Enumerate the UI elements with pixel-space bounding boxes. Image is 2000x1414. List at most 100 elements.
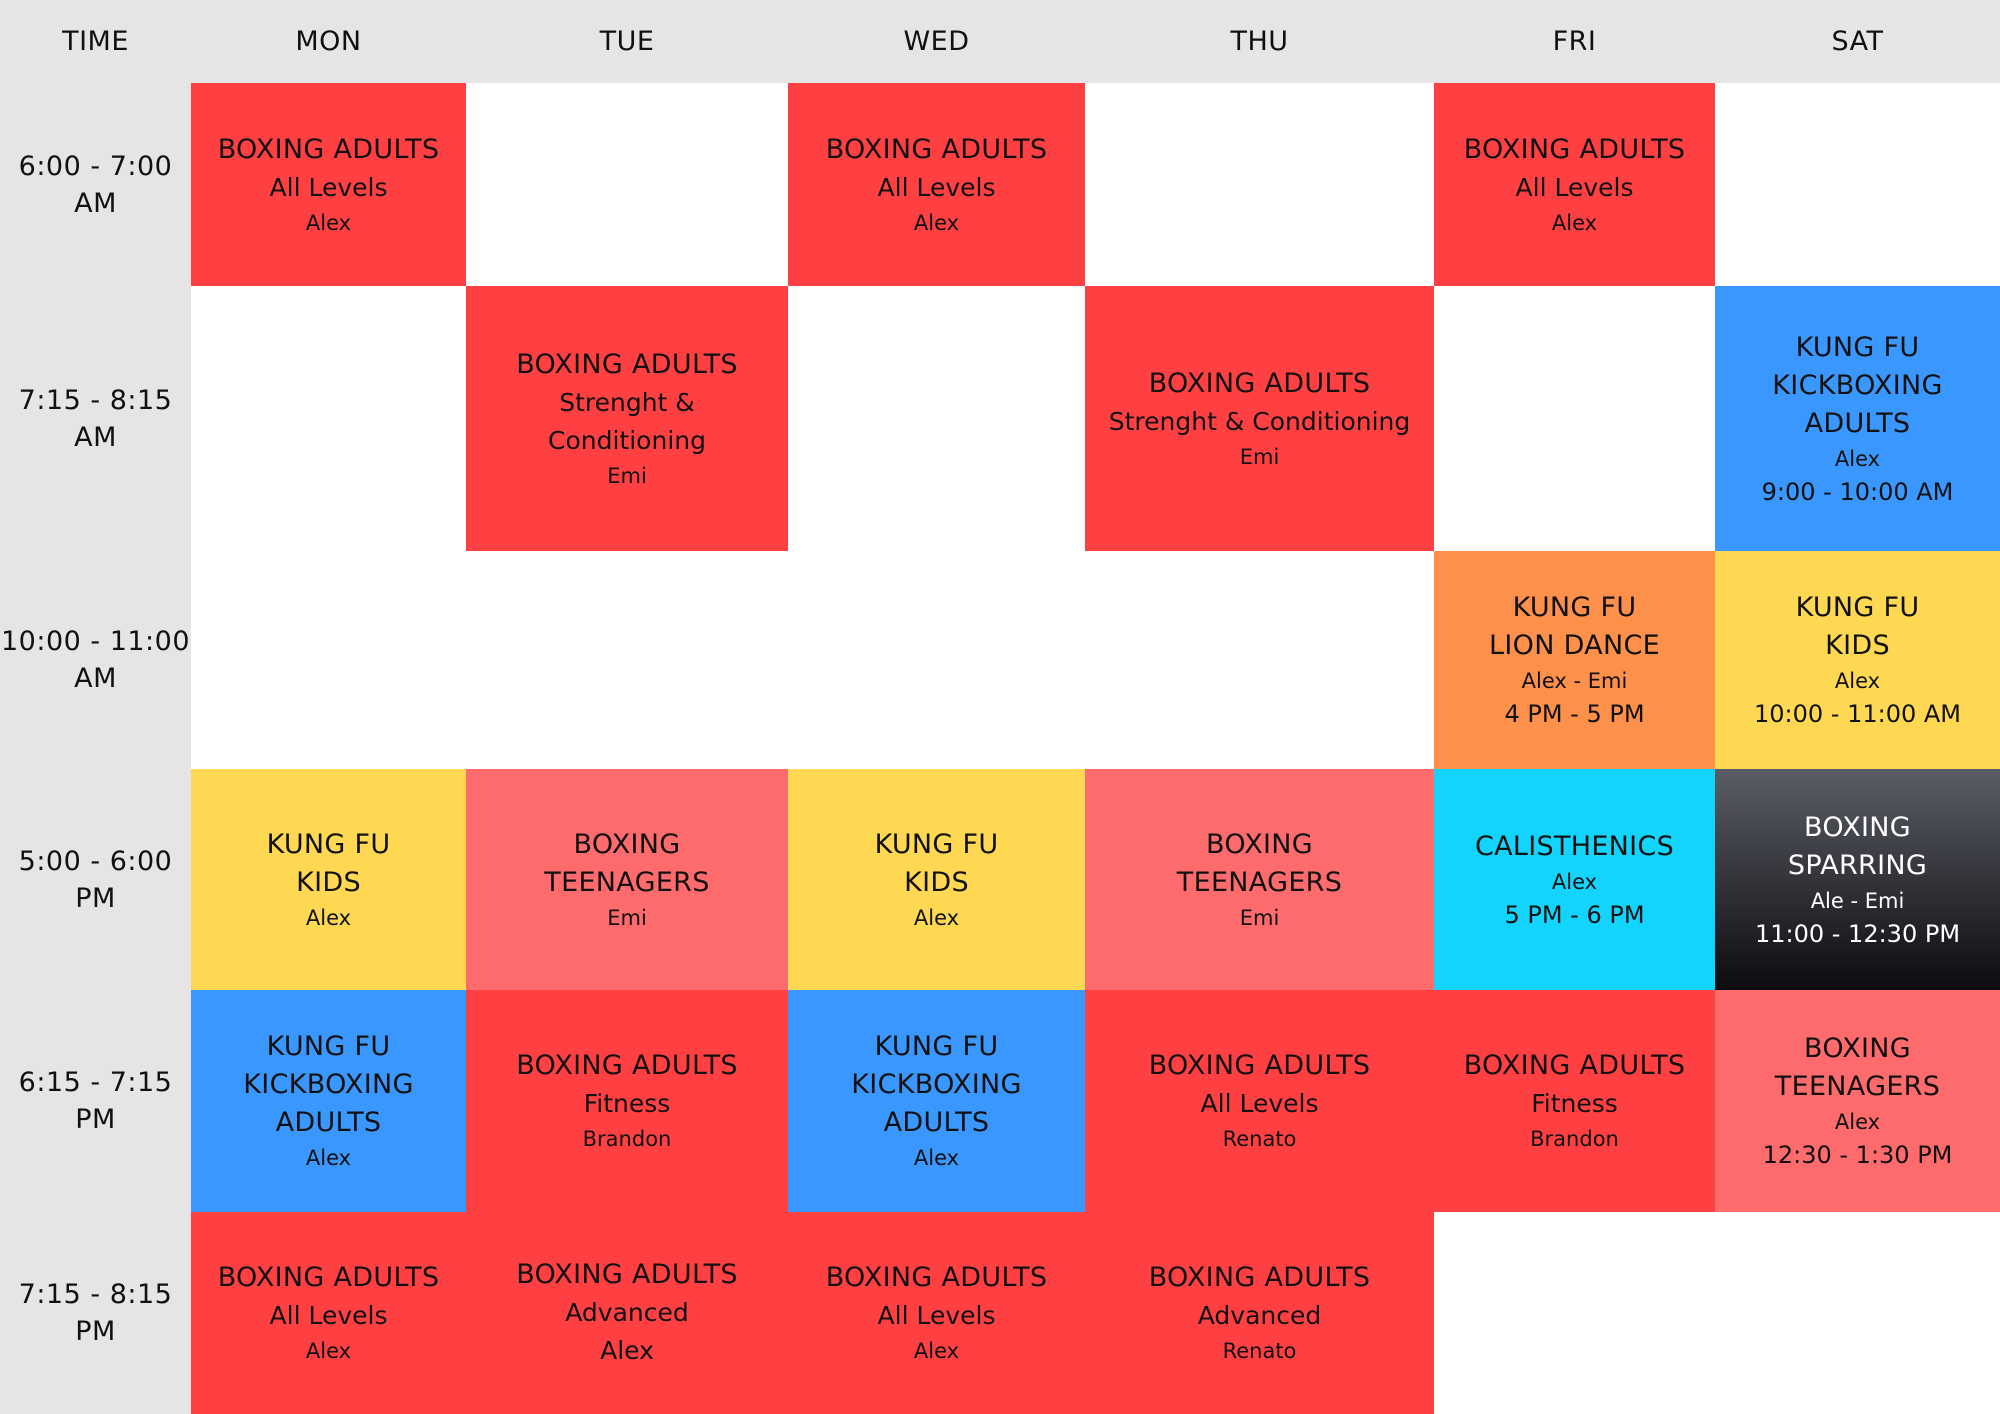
class-title: BOXING SPARRING (1787, 811, 1928, 881)
class-instructor: Alex (1551, 869, 1598, 894)
class-level: All Levels (1200, 1089, 1319, 1118)
class-sat-sparring: BOXING SPARRING Ale - Emi 11:00 - 12:30 … (1715, 769, 2000, 990)
time-slot-0500pm: 5:00 - 6:00 PM (18, 845, 173, 914)
class-level: All Levels (269, 1301, 388, 1330)
class-level: Fitness (1531, 1089, 1618, 1118)
class-title: BOXING ADULTS (217, 1262, 440, 1293)
class-title: BOXING ADULTS (217, 133, 440, 165)
class-instructor: Brandon (1530, 1127, 1619, 1151)
class-instructor: Alex (305, 210, 352, 235)
class-instructor: Alex (305, 1339, 352, 1363)
class-fri-0615pm: BOXING ADULTS Fitness Brandon (1434, 990, 1715, 1212)
class-title: KUNG FU LION DANCE (1489, 592, 1660, 661)
class-level: Advanced (1197, 1301, 1322, 1330)
time-slot-0715pm: 7:15 - 8:15 PM (18, 1279, 173, 1347)
class-title: BOXING ADULTS (1148, 367, 1371, 399)
class-tue-0715pm: BOXING ADULTS Advanced Alex (466, 1212, 788, 1414)
class-wed-0715pm: BOXING ADULTS All Levels Alex (788, 1212, 1085, 1414)
class-time: 12:30 - 1:30 PM (1762, 1141, 1953, 1169)
class-instructor: Alex (913, 1146, 960, 1170)
header-sat: SAT (1831, 26, 1884, 57)
class-title: BOXING TEENAGERS (544, 828, 710, 898)
class-title: BOXING ADULTS (1463, 1050, 1686, 1081)
class-title: BOXING ADULTS (516, 1050, 738, 1081)
class-thu-0715pm: BOXING ADULTS Advanced Renato (1085, 1212, 1434, 1414)
class-title: BOXING TEENAGERS (1176, 828, 1343, 898)
header-tue: TUE (599, 26, 655, 57)
class-level: All Levels (1515, 172, 1634, 202)
class-title: CALISTHENICS (1474, 830, 1675, 862)
class-instructor: Alex (1834, 1110, 1881, 1134)
header-fri: FRI (1552, 26, 1597, 57)
time-slot-1000am: 10:00 - 11:00 AM (0, 626, 191, 694)
class-title: BOXING ADULTS (1148, 1262, 1371, 1293)
class-level: Strenght & Conditioning (548, 387, 706, 455)
class-fri-0600am: BOXING ADULTS All Levels Alex (1434, 83, 1715, 286)
class-wed-0500pm: KUNG FU KIDS Alex (788, 769, 1085, 990)
class-tue-0500pm: BOXING TEENAGERS Emi (466, 769, 788, 990)
class-instructor: Alex (1834, 669, 1881, 693)
class-title: BOXING ADULTS (825, 133, 1048, 165)
header-thu: THU (1230, 26, 1289, 57)
class-time: 5 PM - 6 PM (1504, 900, 1645, 929)
class-sat-1230pm: BOXING TEENAGERS Alex 12:30 - 1:30 PM (1715, 990, 2000, 1212)
class-thu-0715am: BOXING ADULTS Strenght & Conditioning Em… (1085, 286, 1434, 551)
time-slot-0600am: 6:00 - 7:00 AM (18, 150, 173, 219)
class-instructor: Ale - Emi (1810, 888, 1905, 913)
class-time: 10:00 - 11:00 AM (1754, 700, 1961, 728)
class-instructor: Renato (1222, 1339, 1297, 1363)
class-title: BOXING ADULTS (516, 348, 738, 380)
class-sat-1000am: KUNG FU KIDS Alex 10:00 - 11:00 AM (1715, 551, 2000, 769)
header-mon: MON (295, 26, 362, 57)
class-instructor: Emi (607, 905, 647, 930)
class-title: KUNG FU KIDS (874, 828, 999, 898)
class-instructor: Renato (1222, 1127, 1297, 1151)
time-slot-0615pm: 6:15 - 7:15 PM (18, 1067, 173, 1135)
class-fri-lion-dance: KUNG FU LION DANCE Alex - Emi 4 PM - 5 P… (1434, 551, 1715, 769)
class-mon-0615pm: KUNG FU KICKBOXING ADULTS Alex (191, 990, 466, 1212)
class-instructor: Alex (913, 905, 960, 930)
class-title: BOXING ADULTS (516, 1259, 738, 1290)
class-instructor: Alex (1551, 210, 1598, 235)
class-level: Fitness (583, 1089, 671, 1118)
class-instructor: Emi (607, 463, 647, 488)
class-time: 9:00 - 10:00 AM (1761, 477, 1954, 506)
class-wed-0600am: BOXING ADULTS All Levels Alex (788, 83, 1085, 286)
class-title: KUNG FU KIDS (266, 828, 391, 898)
class-title: BOXING TEENAGERS (1774, 1033, 1941, 1102)
class-level: All Levels (877, 1301, 996, 1330)
class-instructor: Alex (305, 905, 352, 930)
class-tue-0615pm: BOXING ADULTS Fitness Brandon (466, 990, 788, 1212)
time-column-band (0, 83, 191, 1414)
class-title: KUNG FU KICKBOXING ADULTS (243, 1031, 414, 1138)
time-slot-0715am: 7:15 - 8:15 AM (18, 384, 173, 453)
class-mon-0600am: BOXING ADULTS All Levels Alex (191, 83, 466, 286)
class-thu-0500pm: BOXING TEENAGERS Emi (1085, 769, 1434, 990)
header-band (0, 0, 2000, 83)
class-mon-0715pm: BOXING ADULTS All Levels Alex (191, 1212, 466, 1414)
class-level: All Levels (877, 172, 996, 202)
class-level: All Levels (269, 172, 388, 202)
class-title: BOXING ADULTS (825, 1262, 1048, 1293)
class-instructor: Emi (1239, 444, 1280, 469)
class-tue-0715am: BOXING ADULTS Strenght & Conditioning Em… (466, 286, 788, 551)
class-title: BOXING ADULTS (1463, 133, 1686, 165)
class-title: BOXING ADULTS (1148, 1050, 1371, 1081)
class-thu-0615pm: BOXING ADULTS All Levels Renato (1085, 990, 1434, 1212)
class-title: KUNG FU KICKBOXING ADULTS (851, 1031, 1022, 1138)
class-time: 4 PM - 5 PM (1504, 700, 1645, 728)
class-fri-calisthenics: CALISTHENICS Alex 5 PM - 6 PM (1434, 769, 1715, 990)
class-level: Strenght & Conditioning (1108, 406, 1411, 436)
class-instructor: Alex - Emi (1521, 669, 1628, 693)
class-level: Advanced Alex (565, 1298, 689, 1365)
class-title: KUNG FU KIDS (1795, 592, 1920, 661)
class-instructor: Alex (1834, 446, 1881, 471)
class-instructor: Alex (913, 1339, 960, 1363)
class-instructor: Brandon (582, 1127, 672, 1151)
header-wed: WED (903, 26, 970, 57)
class-time: 11:00 - 12:30 PM (1754, 919, 1961, 948)
class-instructor: Emi (1239, 905, 1280, 930)
class-instructor: Alex (305, 1146, 352, 1170)
header-time: TIME (62, 26, 129, 57)
